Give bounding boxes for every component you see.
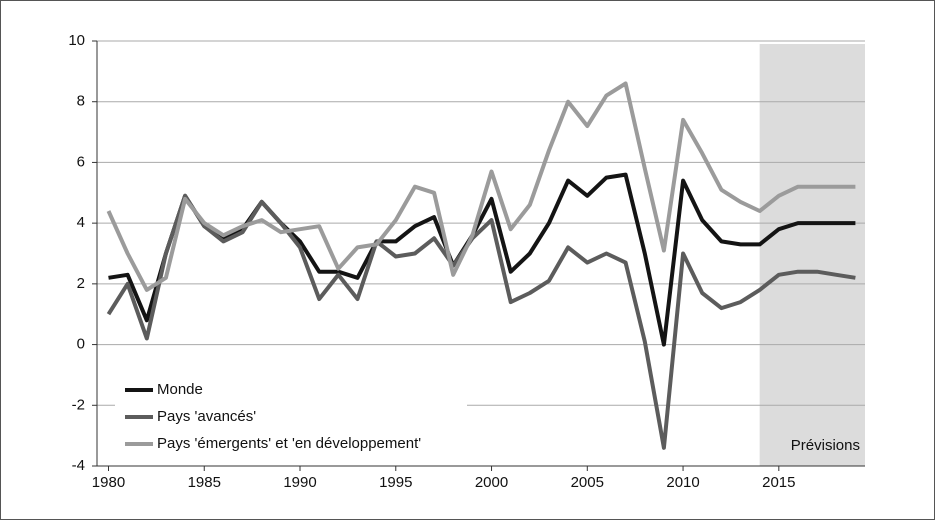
legend-label: Pays 'émergents' et 'en développement' xyxy=(157,435,421,452)
x-tick-label: 2000 xyxy=(475,474,508,491)
x-tick-label: 2010 xyxy=(666,474,699,491)
legend-box xyxy=(115,375,467,463)
y-tick-label: -4 xyxy=(72,457,85,474)
y-tick-label: 4 xyxy=(77,214,85,231)
x-tick-label: 1995 xyxy=(379,474,412,491)
series-line xyxy=(106,193,856,450)
legend-label: Monde xyxy=(157,381,203,398)
y-tick-label: 0 xyxy=(77,336,85,353)
y-tick-label: 8 xyxy=(77,93,85,110)
x-tick-label: 2005 xyxy=(571,474,604,491)
series-line xyxy=(108,172,856,347)
x-tick-label: 1985 xyxy=(188,474,221,491)
forecast-region xyxy=(759,44,865,466)
x-tick-label: 1990 xyxy=(283,474,316,491)
y-tick-label: 6 xyxy=(77,153,85,170)
y-tick-label: -2 xyxy=(72,396,85,413)
forecast-label: Prévisions xyxy=(791,437,860,454)
series-line xyxy=(106,81,856,292)
legend-label: Pays 'avancés' xyxy=(157,408,256,425)
x-tick-label: 1980 xyxy=(92,474,125,491)
y-tick-label: 2 xyxy=(77,275,85,292)
y-tick-label: 10 xyxy=(68,32,85,49)
x-tick-label: 2015 xyxy=(762,474,795,491)
